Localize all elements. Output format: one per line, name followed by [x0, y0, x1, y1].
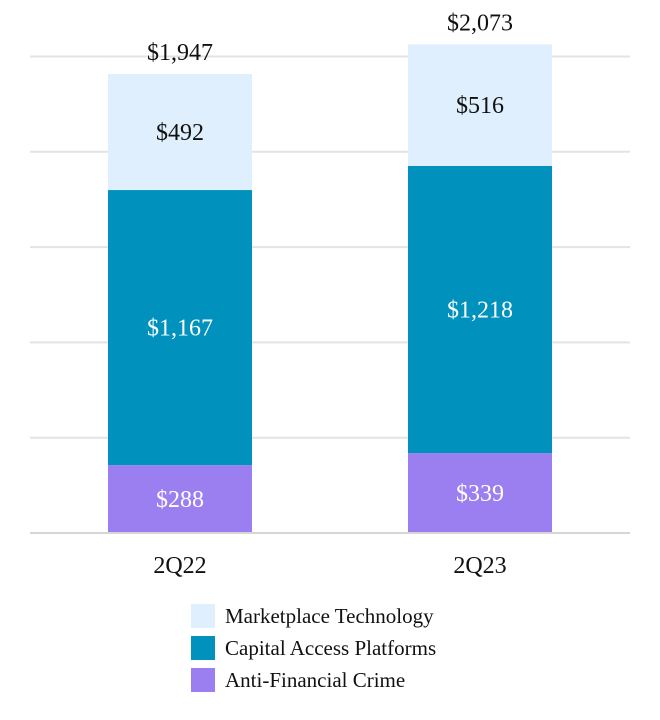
data-label: $1,218	[447, 298, 513, 324]
legend-label: Marketplace Technology	[225, 603, 434, 628]
legend-label: Anti-Financial Crime	[225, 667, 406, 692]
bar-segment	[108, 190, 252, 466]
total-label: $1,947	[147, 40, 213, 66]
legend-item-anti-financial-crime: Anti-Financial Crime	[191, 664, 436, 696]
bar-segment	[108, 465, 252, 533]
total-label: $2,073	[447, 10, 513, 36]
legend-item-marketplace-technology: Marketplace Technology	[191, 600, 436, 632]
data-label: $492	[156, 120, 204, 146]
chart-legend: Marketplace Technology Capital Access Pl…	[191, 600, 436, 696]
data-label: $288	[156, 487, 204, 513]
bar-segment	[408, 165, 552, 454]
legend-item-capital-access-platforms: Capital Access Platforms	[191, 632, 436, 664]
data-label: $516	[456, 93, 504, 119]
stacked-bar-chart: $288 $1,167 $492 $1,947 2Q22 $339 $1,218 $516 $2…	[30, 10, 630, 579]
x-tick-label: 2Q23	[453, 553, 506, 579]
data-label: $339	[456, 481, 504, 507]
legend-label: Capital Access Platforms	[225, 635, 437, 660]
bar-segment	[108, 74, 252, 191]
x-tick-label: 2Q22	[153, 553, 206, 579]
legend-swatch	[191, 636, 215, 660]
bar-segment	[408, 453, 552, 533]
bar-segment	[408, 44, 552, 166]
legend-swatch	[191, 668, 215, 692]
legend-swatch	[191, 604, 215, 628]
data-label: $1,167	[147, 316, 213, 342]
